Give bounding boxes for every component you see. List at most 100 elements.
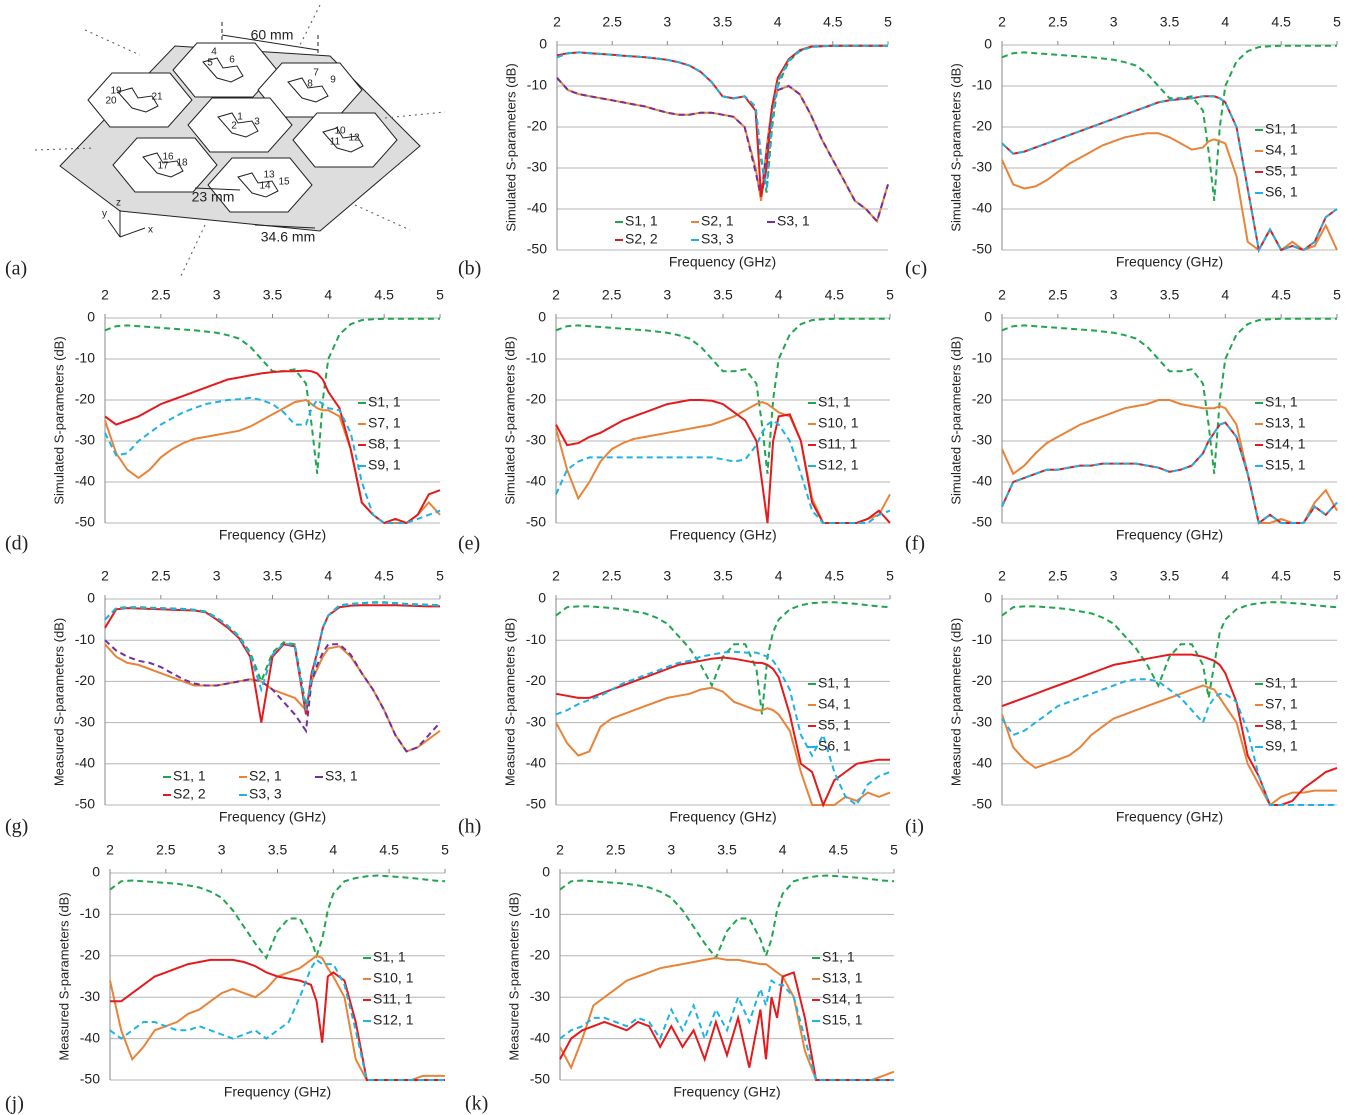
x-tick-label: 4	[1221, 287, 1229, 303]
legend-label: S2, 1	[249, 768, 282, 784]
y-tick-label: 0	[92, 864, 100, 880]
panel-label: (f)	[905, 533, 925, 555]
x-tick-label: 5	[886, 568, 894, 584]
y-tick-label: -40	[530, 1029, 550, 1045]
x-tick-label: 4	[324, 287, 332, 303]
chart: 0-10-20-30-40-5022.533.544.55Frequency (…	[905, 14, 1341, 280]
x-tick-label: 2.5	[1048, 14, 1068, 30]
y-tick-label: -50	[972, 796, 992, 812]
y-tick-label: 0	[538, 309, 546, 325]
y-tick-label: -10	[972, 350, 992, 366]
chart: 0-10-20-30-40-5022.533.544.55Frequency (…	[905, 287, 1341, 555]
y-tick-label: -10	[530, 905, 550, 921]
legend-label: S1, 1	[1265, 121, 1298, 137]
figure: 60 mm 23 mm 34.6 mm x y z (a) 1234567891…	[0, 0, 1354, 1115]
x-tick-label: 4.5	[825, 568, 845, 584]
legend-label: S6, 1	[1265, 184, 1298, 200]
x-tick-label: 5	[436, 568, 444, 584]
x-axis-title: Frequency (GHz)	[673, 1084, 780, 1100]
legend-label: S1, 1	[1265, 394, 1298, 410]
legend-label: S8, 1	[1265, 717, 1298, 733]
x-tick-label: 5	[890, 842, 898, 858]
x-tick-label: 3	[663, 568, 671, 584]
series-line	[557, 46, 888, 189]
port-number: 8	[307, 79, 313, 90]
port-number: 15	[278, 177, 290, 188]
x-tick-label: 4.5	[374, 568, 394, 584]
x-tick-label: 3.5	[713, 287, 733, 303]
panel-label: (b)	[458, 258, 481, 280]
port-number: 17	[157, 161, 169, 172]
y-axis-title: Simulated S-parameters (dB)	[51, 336, 66, 504]
y-tick-label: -20	[75, 391, 95, 407]
y-tick-label: -20	[526, 391, 546, 407]
legend-label: S1, 1	[625, 213, 658, 229]
y-tick-label: -50	[75, 514, 95, 530]
x-tick-label: 4	[324, 568, 332, 584]
y-tick-label: 0	[539, 36, 547, 52]
x-tick-label: 2.5	[151, 568, 171, 584]
x-tick-label: 4.5	[825, 287, 845, 303]
panel-label: (j)	[5, 1093, 24, 1115]
x-tick-label: 3	[667, 842, 675, 858]
y-tick-label: -20	[972, 118, 992, 134]
y-tick-label: -30	[530, 988, 550, 1004]
x-tick-label: 4	[329, 842, 337, 858]
x-tick-label: 3	[1110, 14, 1118, 30]
x-tick-label: 4	[775, 287, 783, 303]
x-tick-label: 4	[774, 14, 782, 30]
x-tick-label: 2	[106, 842, 114, 858]
x-tick-label: 5	[886, 287, 894, 303]
legend-label: S1, 1	[1265, 675, 1298, 691]
y-tick-label: -30	[75, 713, 95, 729]
x-tick-label: 3	[1110, 287, 1118, 303]
legend-label: S13, 1	[1265, 415, 1306, 431]
chart: 0-10-20-30-40-5022.533.544.55Frequency (…	[5, 842, 449, 1115]
x-tick-label: 3.5	[263, 287, 283, 303]
x-axis-title: Frequency (GHz)	[1116, 809, 1223, 825]
x-tick-label: 3	[1110, 568, 1118, 584]
legend-label: S3, 1	[777, 213, 810, 229]
axis-label: y	[102, 209, 107, 220]
legend-label: S1, 1	[822, 949, 855, 965]
port-number: 18	[176, 158, 188, 169]
chart: 0-10-20-30-40-5022.533.544.55Frequency (…	[5, 568, 444, 838]
y-tick-label: -40	[972, 755, 992, 771]
legend-label: S7, 1	[368, 415, 401, 431]
y-tick-label: -50	[526, 514, 546, 530]
x-tick-label: 4	[775, 568, 783, 584]
y-tick-label: -40	[972, 473, 992, 489]
x-tick-label: 4	[1221, 14, 1229, 30]
port-number: 9	[330, 75, 336, 86]
legend-label: S12, 1	[818, 457, 859, 473]
legend-label: S15, 1	[822, 1012, 863, 1028]
x-axis-title: Frequency (GHz)	[1116, 527, 1223, 543]
chart: 0-10-20-30-40-5022.533.544.55Frequency (…	[465, 842, 898, 1115]
x-tick-label: 4.5	[829, 842, 849, 858]
legend-label: S6, 1	[818, 738, 851, 754]
axis-label: x	[148, 225, 153, 236]
y-axis-title: Measured S-parameters (dB)	[506, 892, 521, 1060]
x-tick-label: 4.5	[1271, 287, 1291, 303]
legend-label: S2, 1	[701, 213, 734, 229]
legend-label: S1, 1	[368, 394, 401, 410]
port-number: 12	[348, 133, 360, 144]
legend-label: S3, 3	[701, 231, 734, 247]
series-line	[560, 876, 894, 958]
y-axis-title: Measured S-parameters (dB)	[948, 618, 963, 786]
x-tick-label: 3.5	[1160, 568, 1180, 584]
x-tick-label: 2	[101, 287, 109, 303]
series-line	[110, 876, 445, 958]
y-tick-label: -20	[527, 118, 547, 134]
x-axis-title: Frequency (GHz)	[669, 527, 776, 543]
x-tick-label: 4.5	[823, 14, 843, 30]
y-tick-label: -20	[530, 947, 550, 963]
x-tick-label: 4.5	[374, 287, 394, 303]
legend-label: S1, 1	[373, 949, 406, 965]
axis-label: z	[116, 198, 121, 209]
legend-label: S11, 1	[818, 436, 858, 452]
legend-label: S2, 2	[173, 786, 206, 802]
